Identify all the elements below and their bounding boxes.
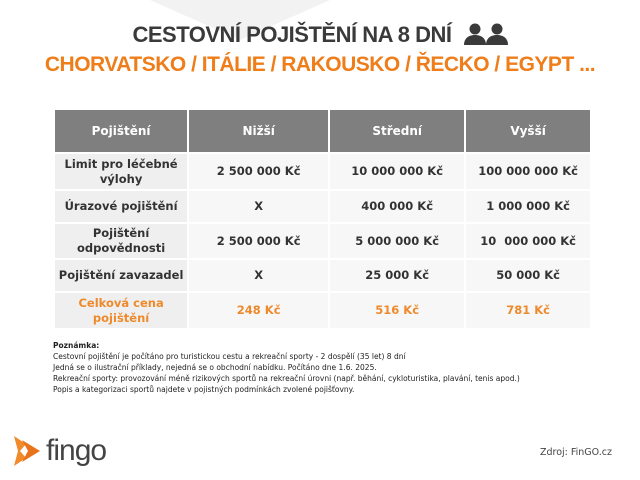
row-label: Pojištění zavazadel: [52, 258, 190, 293]
cell: 25 000 Kč: [328, 258, 467, 293]
table-row: Úrazové pojištění X 400 000 Kč 1 000 000 Kč: [52, 189, 592, 224]
cell: 2 500 000 Kč: [187, 222, 331, 260]
note-line: Rekreační sporty: provozování méně rizik…: [53, 374, 520, 383]
fingo-logo: fingo: [14, 434, 107, 468]
header-higher: Vyšší: [464, 108, 592, 154]
table-row: Pojištění odpovědnosti 2 500 000 Kč 5 000 …: [52, 222, 592, 260]
note-line: Popis a kategorizaci sportů najdete v po…: [53, 385, 355, 394]
background-decoration: [150, 0, 330, 40]
cell: X: [187, 189, 331, 224]
header-lower: Nižší: [187, 108, 331, 154]
table-row: Limit pro léčebné výlohy 2 500 000 Kč 10 0…: [52, 152, 592, 191]
note-heading: Poznámka:: [53, 341, 100, 350]
row-label: Celková cena pojištění: [52, 291, 190, 330]
row-label: Limit pro léčebné výlohy: [52, 152, 190, 191]
source-label: Zdroj: FinGO.cz: [539, 447, 612, 458]
cell: 100 000 000 Kč: [464, 152, 592, 191]
fish-icon: [14, 436, 40, 466]
cell: 400 000 Kč: [328, 189, 467, 224]
table-header-row: Pojištění Nižší Střední Vyšší: [52, 108, 592, 154]
header-insurance: Pojištění: [52, 108, 190, 154]
row-label: Úrazové pojištění: [52, 189, 190, 224]
note-line: Cestovní pojištění je počítáno pro turis…: [53, 352, 406, 361]
cell: X: [187, 258, 331, 293]
total-row: Celková cena pojištění 248 Kč 516 Kč 781 Kč: [52, 291, 592, 330]
cell: 50 000 Kč: [464, 258, 592, 293]
cell: 5 000 000 Kč: [328, 222, 467, 260]
cell: 516 Kč: [328, 291, 467, 330]
subtitle: CHORVATSKO / ITÁLIE / RAKOUSKO / ŘECKO /…: [44, 53, 596, 76]
note-line: Jedná se o ilustrační příklady, nejedná …: [53, 363, 377, 372]
cell: 10 000 000 Kč: [328, 152, 467, 191]
table-row: Pojištění zavazadel X 25 000 Kč 50 000 Kč: [52, 258, 592, 293]
header-middle: Střední: [328, 108, 467, 154]
row-label: Pojištění odpovědnosti: [52, 222, 190, 260]
insurance-table: Pojištění Nižší Střední Vyšší Limit pro …: [52, 108, 592, 330]
title-text: CESTOVNÍ POJIŠTĚNÍ NA 8 DNÍ: [132, 22, 452, 47]
note: Poznámka: Cestovní pojištění je počítáno…: [53, 340, 520, 395]
cell: 10 000 000 Kč: [464, 222, 592, 260]
two-people-icon: [463, 23, 508, 51]
cell: 2 500 000 Kč: [187, 152, 331, 191]
page-title: CESTOVNÍ POJIŠTĚNÍ NA 8 DNÍ: [0, 22, 640, 51]
cell: 781 Kč: [464, 291, 592, 330]
cell: 1 000 000 Kč: [464, 189, 592, 224]
cell: 248 Kč: [187, 291, 331, 330]
